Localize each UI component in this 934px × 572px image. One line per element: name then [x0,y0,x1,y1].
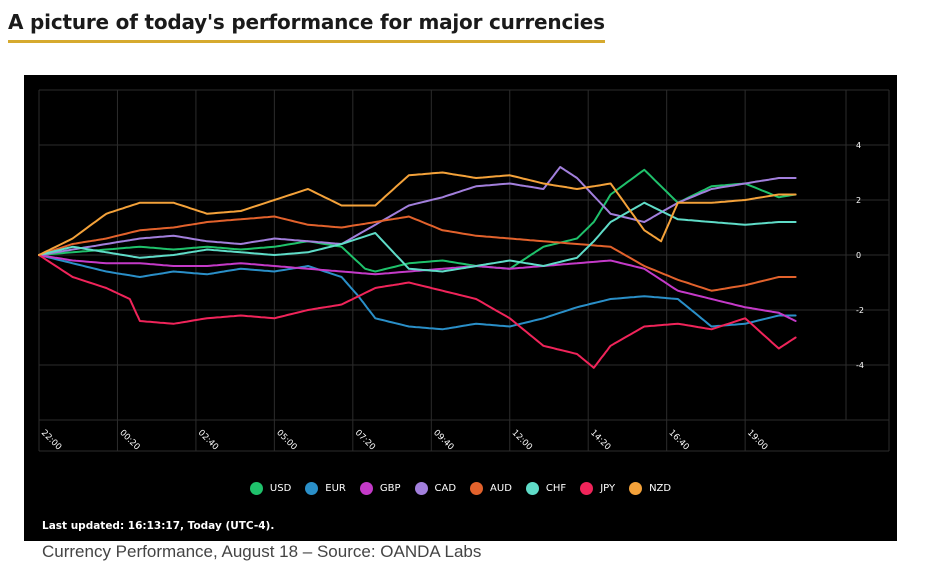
x-tick-label: 05:00 [274,428,298,452]
series-line-eur [38,254,797,331]
legend-item-chf: CHF [525,481,567,495]
series-lines [38,166,797,369]
legend-swatch [525,481,539,495]
series-line-jpy [38,254,797,369]
x-axis-ticks: 22:00 00:20 02:40 05:00 07:20 09:40 12:00 14:20… [39,428,770,452]
legend-swatch [249,481,263,495]
y-tick-label: 4 [856,141,861,150]
legend-label: JPY [600,482,616,494]
chart-legend: USD EUR GBP CAD AUD CHF JPY NZD [24,478,897,498]
x-tick-label: 22:00 [39,428,63,452]
series-line-cad [38,166,797,256]
x-tick-label: 07:20 [353,428,377,452]
legend-item-jpy: JPY [580,481,616,495]
x-tick-label: 02:40 [196,428,220,452]
x-tick-label: 19:00 [745,428,769,452]
legend-item-nzd: NZD [629,481,672,495]
legend-swatch [629,481,643,495]
series-line-chf [38,201,797,273]
y-tick-label: -2 [856,306,864,315]
last-updated-text: Last updated: 16:13:17, Today (UTC-4). [42,520,275,532]
legend-label: NZD [649,482,672,494]
legend-swatch [305,481,319,495]
currency-line-chart: 4 2 0 -2 -4 22:00 00:20 02:40 05:00 07:20 09:40 12… [38,89,890,452]
legend-label: USD [269,482,292,494]
figure-caption: Currency Performance, August 18 – Source… [42,542,482,561]
legend-label: CAD [434,482,457,494]
legend-swatch [580,481,594,495]
y-tick-label: 0 [856,251,861,260]
series-line-usd [38,168,797,273]
x-tick-label: 00:20 [117,428,141,452]
legend-label: EUR [325,482,346,494]
series-line-gbp [38,254,797,322]
y-axis-ticks: 4 2 0 -2 -4 [856,141,864,370]
x-tick-label: 14:20 [588,428,612,452]
series-line-aud [38,215,797,292]
legend-label: GBP [379,482,401,494]
x-tick-label: 09:40 [431,428,455,452]
legend-item-cad: CAD [414,481,457,495]
legend-swatch [470,481,484,495]
chart-panel: 4 2 0 -2 -4 22:00 00:20 02:40 05:00 07:20 09:40 12… [24,75,897,541]
legend-label: CHF [545,482,567,494]
x-tick-label: 16:40 [667,428,691,452]
x-tick-label: 12:00 [510,428,534,452]
y-tick-label: -4 [856,361,864,370]
series-line-nzd [38,171,797,256]
legend-label: AUD [490,482,512,494]
y-tick-label: 2 [856,196,861,205]
legend-item-aud: AUD [470,481,512,495]
grid [38,89,890,452]
page-heading: A picture of today's performance for maj… [8,8,605,43]
legend-item-usd: USD [249,481,292,495]
legend-item-gbp: GBP [359,481,401,495]
legend-swatch [414,481,428,495]
legend-swatch [359,481,373,495]
legend-item-eur: EUR [305,481,346,495]
